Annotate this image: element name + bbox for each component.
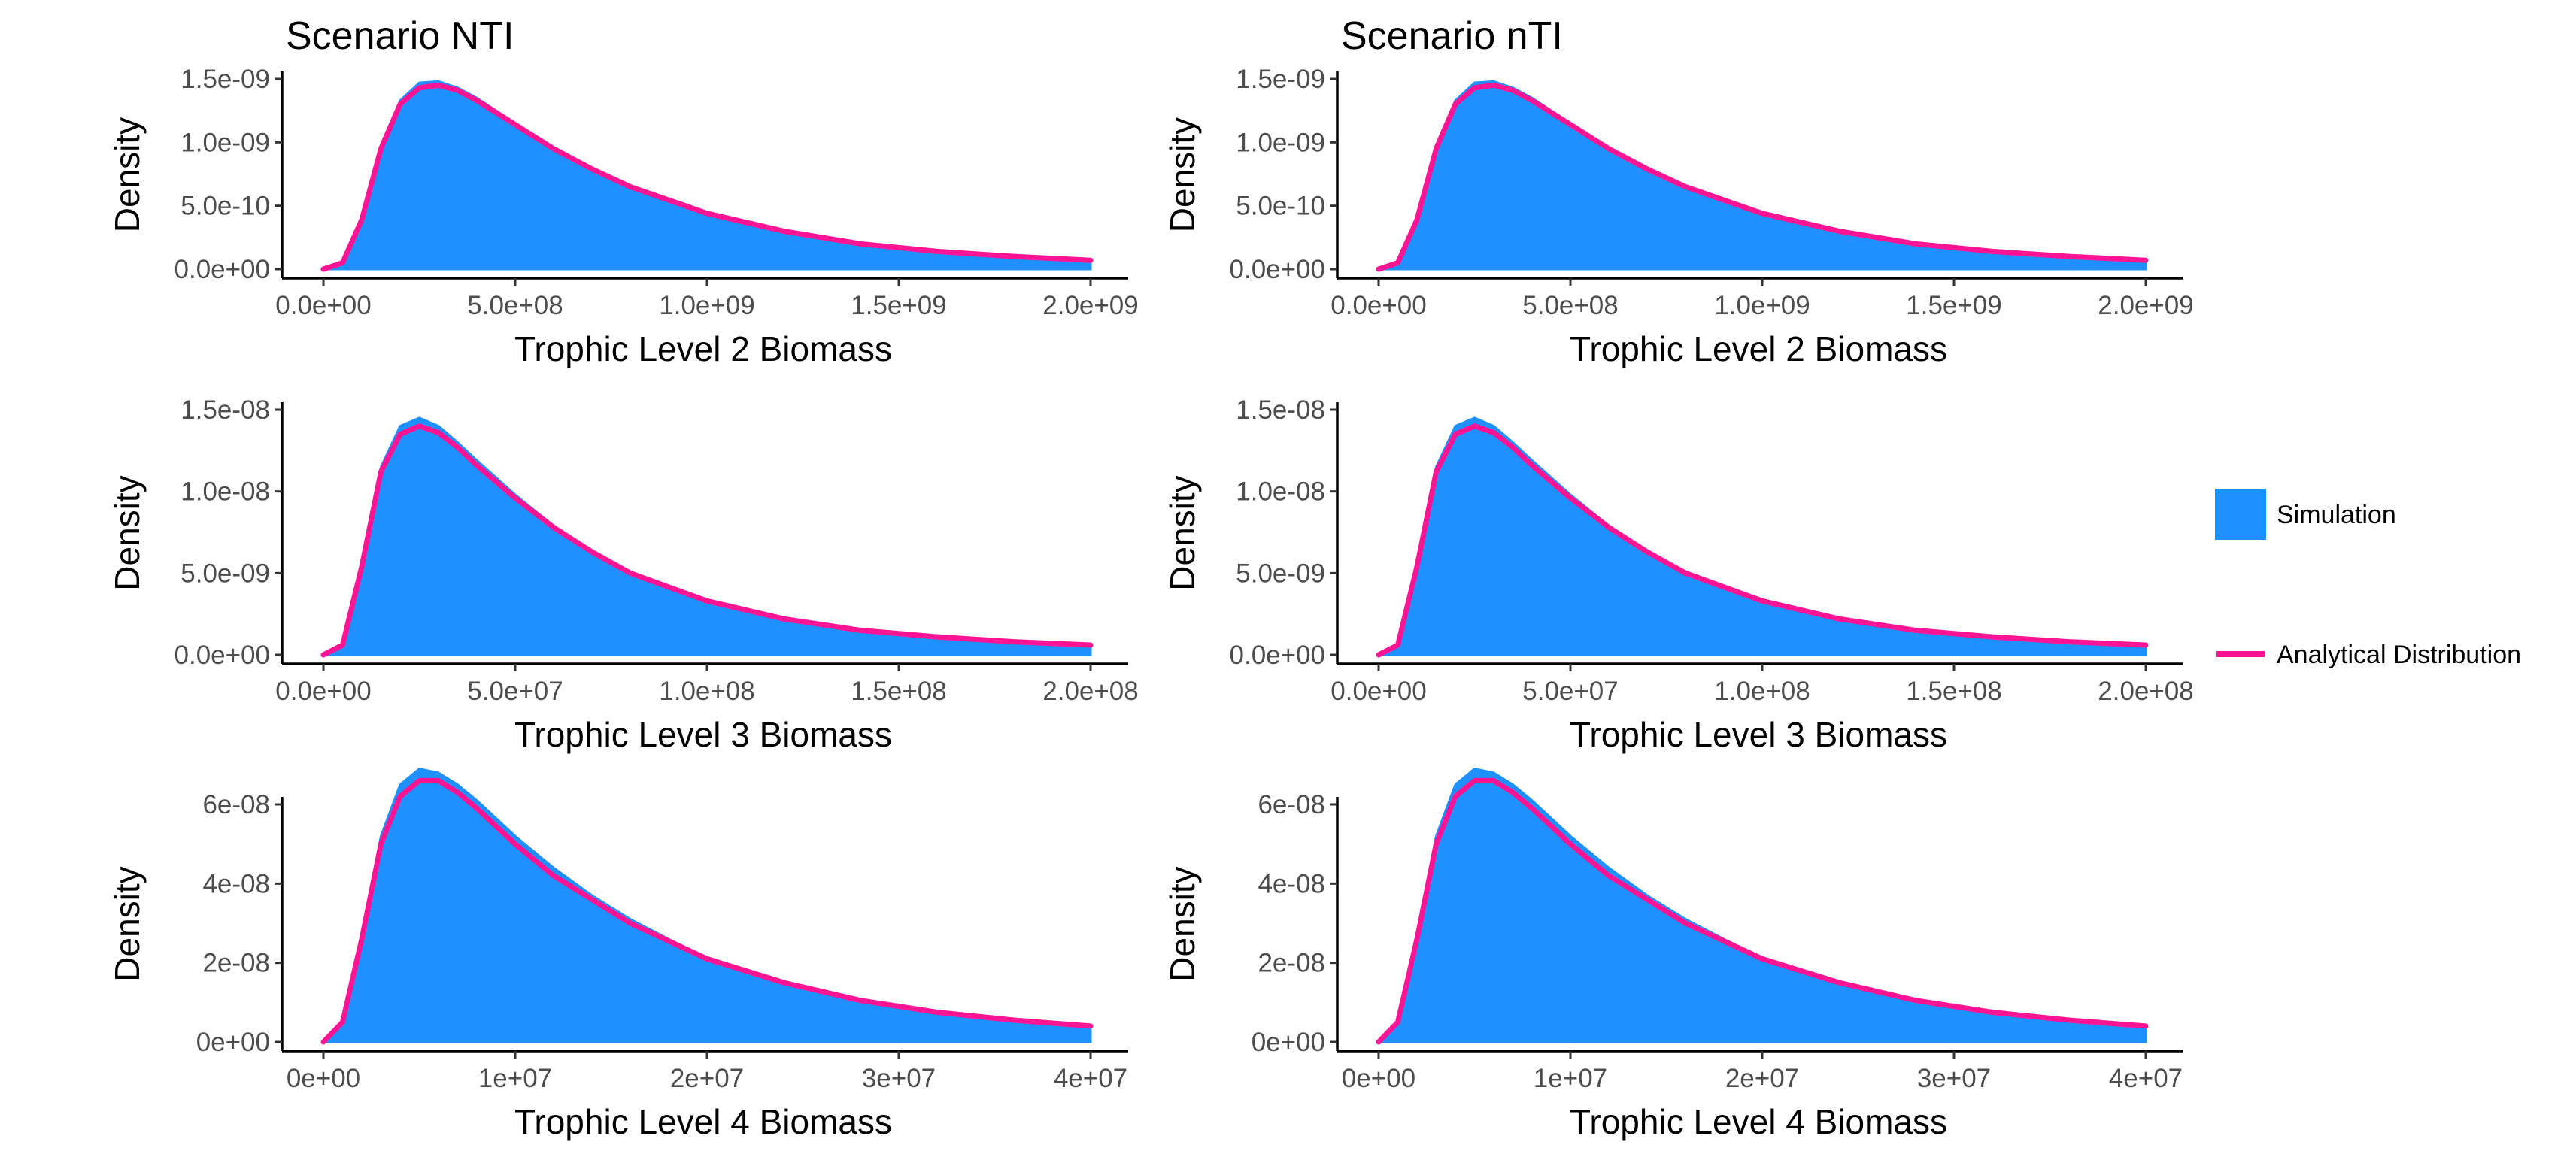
simulation-area xyxy=(323,416,1092,656)
analytical-curve xyxy=(1376,82,2149,272)
y-tick-label: 6e-08 xyxy=(202,790,270,819)
x-tick-label: 2.0e+09 xyxy=(2098,291,2194,320)
x-tick-label: 1.5e+08 xyxy=(1906,677,2002,706)
panel-5: 0e+00 2e-08 4e-08 6e-08 0e+00 1e+07 2e+07 3e+07… xyxy=(108,767,1128,1141)
x-tick-label: 5.0e+08 xyxy=(1522,291,1619,320)
y-axis-title: Density xyxy=(1163,117,1202,232)
y-tick-label: 1.0e-09 xyxy=(181,128,270,157)
analytical-curve xyxy=(1376,777,2149,1045)
x-axis-title: Trophic Level 3 Biomass xyxy=(514,715,892,754)
x-axis-title: Trophic Level 3 Biomass xyxy=(1570,715,1947,754)
x-tick-label: 0e+00 xyxy=(1342,1064,1415,1093)
y-tick-label: 2e-08 xyxy=(1258,949,1325,978)
simulation-area xyxy=(1378,416,2147,656)
panel-6: 0e+00 2e-08 4e-08 6e-08 0e+00 1e+07 2e+07 3e+07… xyxy=(1163,767,2183,1141)
x-tick-label: 1.0e+09 xyxy=(659,291,755,320)
y-tick-label: 0.0e+00 xyxy=(174,255,271,284)
panel-3: 0.0e+00 5.0e-09 1.0e-08 1.5e-08 0.0e+00 5.0e+… xyxy=(108,395,1139,754)
legend-label-simulation: Simulation xyxy=(2277,501,2396,529)
x-tick-label: 0.0e+00 xyxy=(275,677,372,706)
y-axis-title: Density xyxy=(1163,866,1202,981)
y-tick-label: 1.5e-08 xyxy=(1236,395,1325,425)
x-tick-label: 5.0e+07 xyxy=(1522,677,1619,706)
panel-2: Scenario nTI 0.0e+00 5.0e-10 1.0e-09 1.5e-09… xyxy=(1163,14,2194,368)
x-tick-label: 1.0e+08 xyxy=(1714,677,1810,706)
panel-1: Scenario NTI 0.0e+00 5.0e-10 1.0e-09 1.5e-09… xyxy=(108,14,1139,368)
x-tick-label: 2e+07 xyxy=(1725,1064,1799,1093)
x-tick-label: 4e+07 xyxy=(2109,1064,2183,1093)
y-axis-title: Density xyxy=(108,866,147,981)
y-tick-label: 4e-08 xyxy=(1258,869,1325,898)
y-tick-label: 5.0e-09 xyxy=(1236,559,1325,588)
x-axis-title: Trophic Level 4 Biomass xyxy=(1570,1102,1947,1141)
x-tick-label: 3e+07 xyxy=(1917,1064,1991,1093)
x-tick-label: 2.0e+08 xyxy=(2098,677,2194,706)
x-tick-label: 0.0e+00 xyxy=(1330,291,1427,320)
x-tick-label: 5.0e+07 xyxy=(467,677,563,706)
y-tick-label: 5.0e-09 xyxy=(181,559,270,588)
y-tick-label: 5.0e-10 xyxy=(181,192,270,221)
analytical-curve xyxy=(320,423,1094,658)
y-tick-label: 1.0e-08 xyxy=(181,477,270,507)
x-tick-label: 1e+07 xyxy=(478,1064,552,1093)
panel-title: Scenario nTI xyxy=(1341,14,1563,58)
simulation-area xyxy=(1376,767,2147,1043)
x-tick-label: 2.0e+08 xyxy=(1042,677,1139,706)
legend-label-analytical: Analytical Distribution xyxy=(2277,641,2521,669)
y-tick-label: 5.0e-10 xyxy=(1236,192,1325,221)
y-tick-label: 1.5e-08 xyxy=(181,395,270,425)
x-axis-title: Trophic Level 4 Biomass xyxy=(514,1102,892,1141)
analytical-curve xyxy=(320,82,1094,272)
x-tick-label: 0.0e+00 xyxy=(275,291,372,320)
y-tick-label: 0.0e+00 xyxy=(174,641,271,670)
x-tick-label: 2e+07 xyxy=(670,1064,744,1093)
legend: Simulation Analytical Distribution xyxy=(2215,489,2521,669)
panel-title: Scenario NTI xyxy=(286,14,514,58)
x-tick-label: 0.0e+00 xyxy=(1330,677,1427,706)
y-tick-label: 4e-08 xyxy=(202,869,270,898)
x-tick-label: 3e+07 xyxy=(862,1064,936,1093)
y-tick-label: 1.5e-09 xyxy=(181,65,270,94)
y-tick-label: 0e+00 xyxy=(1252,1028,1325,1057)
x-tick-label: 1.5e+08 xyxy=(851,677,947,706)
x-tick-label: 5.0e+08 xyxy=(467,291,563,320)
analytical-curve xyxy=(320,777,1094,1045)
y-tick-label: 0e+00 xyxy=(196,1028,270,1057)
simulation-area xyxy=(320,767,1092,1043)
x-tick-label: 1.5e+09 xyxy=(1906,291,2002,320)
simulation-area xyxy=(323,80,1092,271)
y-axis-title: Density xyxy=(108,475,147,590)
x-tick-label: 1.0e+08 xyxy=(659,677,755,706)
x-tick-label: 0e+00 xyxy=(287,1064,360,1093)
y-axis-title: Density xyxy=(108,117,147,232)
x-tick-label: 1.5e+09 xyxy=(851,291,947,320)
panel-grid: Scenario NTI 0.0e+00 5.0e-10 1.0e-09 1.5e-09… xyxy=(108,14,2194,1141)
y-tick-label: 6e-08 xyxy=(1258,790,1325,819)
panel-4: 0.0e+00 5.0e-09 1.0e-08 1.5e-08 0.0e+00 5.0e+… xyxy=(1163,395,2194,754)
y-tick-label: 0.0e+00 xyxy=(1230,641,1326,670)
y-tick-label: 0.0e+00 xyxy=(1230,255,1326,284)
y-tick-label: 1.5e-09 xyxy=(1236,65,1325,94)
y-tick-label: 1.0e-08 xyxy=(1236,477,1325,507)
x-axis-title: Trophic Level 2 Biomass xyxy=(1570,329,1947,368)
x-tick-label: 2.0e+09 xyxy=(1042,291,1139,320)
y-tick-label: 1.0e-09 xyxy=(1236,128,1325,157)
x-tick-label: 1e+07 xyxy=(1534,1064,1607,1093)
y-tick-label: 2e-08 xyxy=(202,949,270,978)
x-tick-label: 1.0e+09 xyxy=(1714,291,1810,320)
legend-key-simulation xyxy=(2215,489,2266,540)
analytical-curve xyxy=(1376,423,2149,658)
x-axis-title: Trophic Level 2 Biomass xyxy=(514,329,892,368)
simulation-area xyxy=(1378,80,2147,271)
x-tick-label: 4e+07 xyxy=(1054,1064,1127,1093)
y-axis-title: Density xyxy=(1163,475,1202,590)
